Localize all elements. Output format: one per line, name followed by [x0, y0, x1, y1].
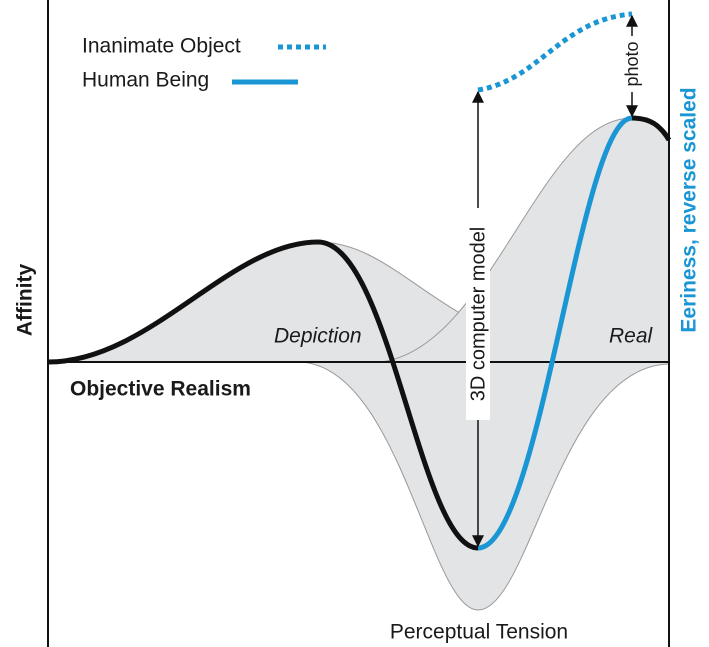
- photo-label-bg: [621, 36, 643, 92]
- x-axis-label: Objective Realism: [70, 378, 251, 401]
- tension-label: Perceptual Tension: [390, 621, 568, 644]
- real-label: Real: [609, 325, 654, 348]
- legend-inanimate: Inanimate Object: [82, 35, 241, 58]
- y2-axis-label: Eeriness, reverse scaled: [678, 87, 701, 332]
- model-label: 3D computer model: [467, 227, 489, 402]
- photo-label: photo: [622, 41, 642, 86]
- human-curve: [477, 115, 633, 551]
- inanimate-curve: [47, 239, 479, 551]
- legend-human: Human Being: [82, 69, 209, 92]
- dotted-curve: [477, 11, 633, 93]
- y-axis-label: Affinity: [14, 264, 37, 337]
- depiction-label: Depiction: [274, 325, 362, 348]
- inanimate-curve-end: [631, 115, 672, 142]
- model-label-bg: [466, 208, 490, 420]
- tension-area: [299, 361, 670, 611]
